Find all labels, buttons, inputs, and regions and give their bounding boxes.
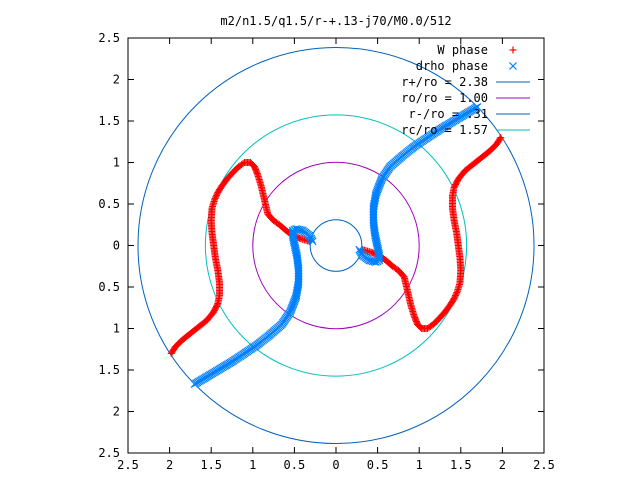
axis-ticks: 2.5 2 1.5 1 0.5 0 0.5 1 1.5 2 2.52.521.510.500.511…	[98, 31, 555, 472]
reference-circle	[309, 219, 363, 272]
x-tick-label: 2.5	[117, 458, 139, 472]
y-tick-label: 1.5	[98, 114, 120, 128]
w-phase-point	[211, 196, 219, 204]
legend-label: rc/ro = 1.57	[401, 123, 488, 137]
x-tick-label: 1	[416, 458, 423, 472]
y-tick-label: 2.5	[98, 446, 120, 460]
x-tick-label: 0.5	[367, 458, 389, 472]
x-tick-label: 2.5	[533, 458, 555, 472]
y-tick-label: 2	[113, 405, 120, 419]
x-tick-label: 0.5	[284, 458, 306, 472]
y-tick-label: 0.5	[98, 197, 120, 211]
w-phase-point	[213, 301, 221, 309]
legend-label: ro/ro = 1.00	[401, 91, 488, 105]
reference-circle	[204, 114, 468, 377]
w-phase-point	[213, 191, 221, 199]
legend-label: r-/ro = .31	[409, 107, 488, 121]
w-phase-point	[212, 193, 220, 201]
legend-label: drho phase	[416, 59, 488, 73]
w-phase-point	[452, 290, 460, 298]
y-tick-label: 0	[113, 239, 120, 253]
x-tick-label: 2	[499, 458, 506, 472]
w-phase-point	[453, 287, 461, 295]
w-phase-point	[451, 292, 459, 300]
legend: W phase drho phase r+/ro = 2.38 ro/ro = 1.0…	[401, 43, 530, 137]
x-tick-label: 1.5	[450, 458, 472, 472]
w-phase-point	[359, 246, 367, 254]
w-phase-point	[509, 46, 517, 54]
x-tick-label: 1	[249, 458, 256, 472]
legend-label: r+/ro = 2.38	[401, 75, 488, 89]
w-phase-point	[305, 237, 313, 245]
w-phase-point	[451, 182, 459, 190]
x-tick-label: 2	[166, 458, 173, 472]
y-tick-label: 1	[113, 322, 120, 336]
y-tick-label: 1.5	[98, 363, 120, 377]
data-points	[167, 102, 505, 389]
chart-title: m2/n1.5/q1.5/r-+.13-j70/M0.0/512	[220, 14, 451, 28]
reference-circles	[137, 46, 535, 445]
drho-phase-point	[355, 245, 364, 254]
x-tick-label: 0	[332, 458, 339, 472]
y-tick-label: 2	[113, 73, 120, 87]
y-tick-label: 1	[113, 156, 120, 170]
reference-circle	[137, 46, 535, 445]
y-tick-label: 2.5	[98, 31, 120, 45]
y-tick-label: 0.5	[98, 280, 120, 294]
legend-label: W phase	[437, 43, 488, 57]
drho-phase-point	[509, 62, 517, 70]
reference-circle	[252, 161, 420, 330]
w-phase-point	[211, 194, 219, 202]
x-tick-label: 1.5	[200, 458, 222, 472]
w-phase-point	[453, 289, 461, 297]
drho-phase-point	[308, 237, 317, 246]
